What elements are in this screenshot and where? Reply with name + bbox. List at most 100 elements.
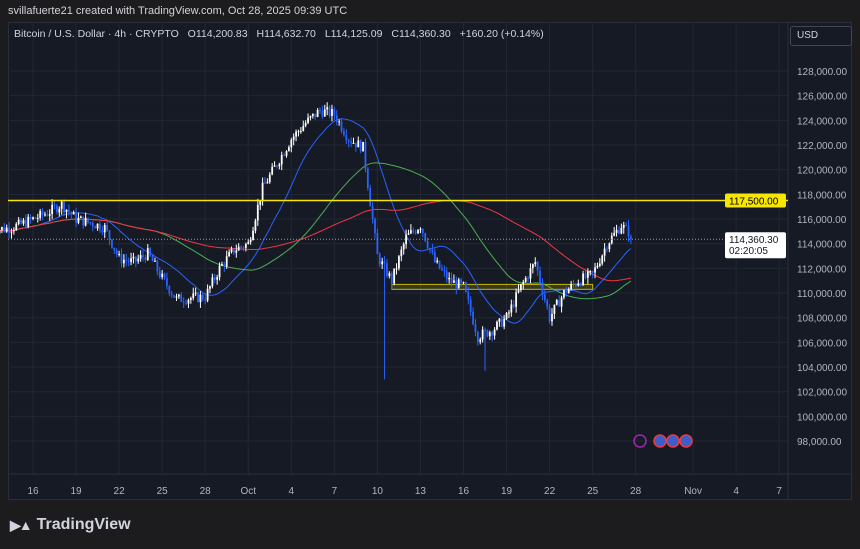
candle-body — [192, 293, 195, 299]
candle-body — [151, 255, 154, 262]
chart-frame[interactable] — [8, 22, 852, 500]
candle-body — [567, 289, 570, 294]
candle-body — [213, 277, 216, 280]
candle-body — [266, 182, 269, 184]
candle-body — [108, 230, 111, 240]
candle-body — [481, 329, 484, 340]
candle-body — [22, 220, 25, 224]
candle-body — [194, 292, 197, 294]
candle-body — [445, 271, 448, 280]
candle-body — [474, 324, 477, 333]
candle-body — [498, 318, 501, 322]
candle-body — [218, 265, 221, 278]
candle-body — [383, 261, 386, 264]
candle-body — [118, 253, 120, 255]
candle-body — [335, 115, 338, 122]
candle-body — [390, 273, 393, 284]
candle-body — [436, 260, 439, 263]
candle-body — [276, 165, 278, 167]
candle-body — [381, 261, 384, 265]
candle-body — [304, 122, 307, 126]
candle-body — [388, 273, 391, 277]
candle-body — [340, 121, 343, 132]
candle-body — [63, 201, 65, 213]
candle-body — [338, 121, 341, 123]
candle-body — [134, 256, 137, 262]
candle-body — [84, 217, 87, 226]
candle-body — [242, 247, 245, 249]
candle-body — [247, 241, 250, 244]
candle-body — [331, 109, 333, 116]
candle-body — [560, 297, 563, 307]
candle-body — [268, 174, 271, 183]
level-price-tag — [725, 193, 786, 208]
y-tick-label: 116,000.00 — [797, 215, 847, 226]
symbol-name[interactable]: Bitcoin / U.S. Dollar · 4h · CRYPTO — [14, 28, 179, 40]
candle-body — [32, 217, 34, 219]
candle-body — [256, 204, 259, 221]
candle-body — [565, 290, 568, 294]
candle-body — [46, 214, 49, 216]
level-price-label: 117,500.00 — [729, 197, 779, 208]
candle-body — [345, 135, 348, 141]
current-price-label: 114,360.30 — [729, 235, 779, 246]
candle-body — [419, 228, 422, 231]
candle-body — [405, 234, 407, 245]
candle-body — [149, 248, 152, 256]
y-tick-label: 118,000.00 — [797, 190, 847, 201]
x-tick-label: 16 — [27, 486, 39, 497]
candle-body — [254, 220, 257, 231]
candle-body — [594, 267, 596, 273]
lightning-event-icon — [633, 434, 647, 448]
candle-body — [598, 263, 601, 266]
candle-body — [570, 283, 573, 290]
candle-body — [484, 329, 486, 331]
candle-body — [27, 216, 30, 227]
ohlc-high: H114,632.70 — [256, 28, 316, 40]
candle-body — [249, 239, 252, 242]
candle-body — [620, 227, 623, 234]
candle-body — [476, 332, 479, 342]
candle-body — [551, 313, 553, 322]
candle-body — [503, 318, 506, 327]
candle-body — [15, 223, 18, 230]
candle-body — [173, 294, 176, 298]
candle-body — [206, 288, 209, 301]
candle-body — [441, 268, 443, 270]
candle-body — [96, 223, 99, 229]
candle-body — [378, 254, 381, 265]
candle-body — [146, 248, 149, 260]
candle-body — [5, 227, 8, 232]
x-tick-label: 13 — [415, 486, 427, 497]
candle-body — [180, 294, 183, 302]
candle-body — [41, 210, 44, 215]
candle-body — [163, 273, 166, 279]
candle-body — [280, 154, 283, 165]
candle-body — [546, 300, 549, 308]
candle-body — [407, 233, 410, 235]
candle-body — [613, 232, 616, 236]
candle-body — [113, 247, 116, 251]
x-tick-label: 4 — [733, 486, 739, 497]
candle-body — [354, 142, 357, 148]
candle-body — [321, 110, 324, 117]
candle-body — [572, 283, 575, 285]
candle-body — [295, 131, 297, 137]
chart-credit: svillafuerte21 created with TradingView.… — [8, 5, 348, 17]
candle-body — [142, 255, 144, 258]
candle-body — [596, 265, 599, 268]
y-tick-label: 114,000.00 — [797, 240, 847, 251]
candle-body — [299, 130, 302, 132]
candle-body — [311, 113, 314, 117]
candle-body — [36, 217, 39, 219]
candle-body — [144, 257, 147, 260]
candle-body — [297, 131, 300, 133]
x-tick-label: 28 — [630, 486, 642, 497]
candle-body — [185, 302, 187, 304]
currency-button[interactable]: USD — [790, 26, 852, 46]
candle-body — [177, 294, 180, 297]
x-tick-label: 7 — [332, 486, 338, 497]
candle-body — [393, 268, 396, 284]
candle-body — [608, 243, 611, 250]
